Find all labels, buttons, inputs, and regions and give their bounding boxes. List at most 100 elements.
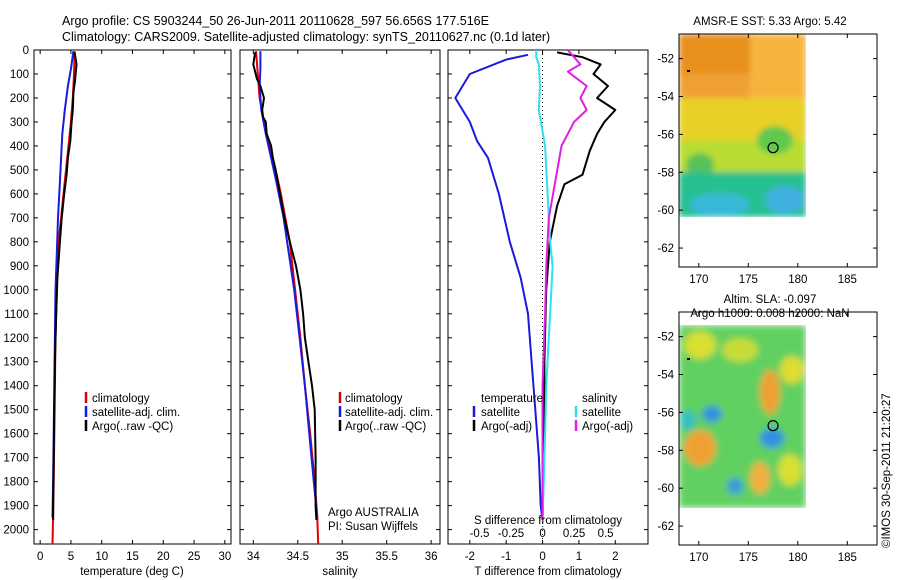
pressure-tick-labels: 0 100 200 300 400 500 600 700 800 900 1000 1100 1200…: [3, 45, 29, 537]
sla-map-ticks: [679, 312, 877, 545]
x-tick-label: 34.5: [287, 551, 309, 563]
pressure-tick-label: 2000: [3, 525, 29, 537]
series-line-0: [454, 53, 544, 521]
salinity-tick-labels: 34 34.5 35 35.5 36: [247, 551, 438, 563]
difference-legend: temperature salinity satellite Argo(-adj…: [472, 393, 633, 433]
x-tick-label: 20: [157, 551, 170, 563]
pressure-tick-label: 200: [10, 93, 29, 105]
pressure-tick-label: 1900: [3, 501, 29, 513]
sst-map-panel: AMSR-E SST: 5.33 Argo: 5.42 170 175 180 185…: [657, 16, 878, 286]
pressure-tick-label: 800: [10, 237, 29, 249]
x-tick-label: 30: [218, 551, 231, 563]
x-tick-label: 10: [95, 551, 108, 563]
salinity-axis-ticks: [240, 49, 440, 544]
legend-label-satellite: satellite-adj. clim.: [92, 407, 180, 419]
pressure-tick-label: 1000: [3, 285, 29, 297]
sst-region-lightorange: [750, 34, 806, 104]
lat-tick-label: -54: [657, 370, 674, 382]
sla-blue-c: [727, 478, 743, 494]
x-tick-label: 25: [188, 551, 201, 563]
temperature-panel: 0100200300400500600700800900100011001200…: [3, 45, 232, 578]
lat-tick-label: -60: [657, 205, 674, 217]
salinity-difference-tick-labels: -0.5-0.2500.250.5: [470, 528, 614, 540]
legend-label-climatology: climatology: [345, 393, 403, 405]
pressure-tick-label: 600: [10, 189, 29, 201]
lat-tick-label: -54: [657, 92, 674, 104]
figure-title-line1: Argo profile: CS 5903244_50 26-Jun-2011 …: [62, 14, 489, 28]
lon-tick-label: 175: [739, 274, 758, 286]
x-tick-label: 1: [576, 551, 582, 563]
sla-cyan-a: [680, 410, 696, 430]
lat-tick-label: -52: [657, 332, 674, 344]
sst-patch-cyan2: [765, 186, 805, 214]
pressure-tick-label: 300: [10, 117, 29, 129]
series-line-2: [252, 52, 318, 521]
x-tick-label: 35.5: [375, 551, 397, 563]
difference-series: [454, 49, 617, 521]
sla-blue-a: [702, 406, 722, 422]
temperature-legend: climatology satellite-adj. clim. Argo(..…: [84, 392, 180, 433]
legend-title-salinity: salinity: [582, 393, 617, 405]
sst-lon-labels: 170 175 180 185: [689, 274, 857, 286]
pressure-tick-label: 1300: [3, 357, 29, 369]
legend-label-climatology: climatology: [92, 393, 150, 405]
salinity-plot-frame: [239, 49, 441, 545]
salinity-diff-tick-label: -0.5: [470, 528, 490, 540]
x-tick-label: 34: [247, 551, 260, 563]
x-tick-label: -2: [465, 551, 475, 563]
lon-tick-label: 180: [788, 274, 807, 286]
lat-tick-label: -60: [657, 483, 674, 495]
salinity-diff-tick-label: 0.25: [563, 528, 585, 540]
sla-orange-b: [684, 430, 716, 466]
land-speck: [687, 358, 690, 360]
difference-plot-frame: [447, 49, 649, 545]
lat-tick-label: -58: [657, 167, 674, 179]
sla-yellow-d: [778, 454, 802, 486]
pressure-tick-label: 1600: [3, 429, 29, 441]
argo-float-marker: [767, 142, 779, 154]
sla-lon-labels: 170 175 180 185: [689, 552, 857, 564]
sla-orange-c: [750, 462, 770, 494]
x-tick-label: 0: [539, 551, 545, 563]
pressure-tick-label: 1700: [3, 453, 29, 465]
salinity-diff-tick-label: -0.25: [498, 528, 524, 540]
x-tick-label: -1: [501, 551, 511, 563]
sla-map-panel: Altim. SLA: -0.097 Argo h1000: 0.008 h20…: [657, 294, 878, 564]
sla-blue-b: [760, 428, 784, 448]
sst-lat-labels: -52 -54 -56 -58 -60 -62: [657, 54, 674, 255]
legend-label-argo: Argo(..raw -QC): [92, 421, 173, 433]
salinity-series: [252, 51, 320, 545]
pressure-tick-label: 700: [10, 213, 29, 225]
legend-label-sal-argo: Argo(-adj): [582, 421, 633, 433]
difference-xlabel: T difference from climatology: [474, 566, 621, 578]
figure-title-line2: Climatology: CARS2009. Satellite-adjuste…: [62, 30, 550, 44]
salinity-diff-tick-label: 0.5: [598, 528, 614, 540]
legend-label-argo: Argo(..raw -QC): [345, 421, 426, 433]
float-info-line2: PI: Susan Wijffels: [328, 521, 418, 533]
sla-field: [679, 325, 806, 508]
series-line-3: [541, 49, 588, 520]
temperature-xlabel: temperature (deg C): [80, 566, 184, 578]
salinity-panel: 34 34.5 35 35.5 36 salinity climatology sate…: [239, 49, 441, 578]
legend-label-satellite: satellite-adj. clim.: [345, 407, 433, 419]
pressure-tick-label: 400: [10, 141, 29, 153]
x-tick-label: 0: [37, 551, 43, 563]
sla-map-title-line1: Altim. SLA: -0.097: [724, 294, 817, 306]
series-line-1: [258, 51, 319, 518]
sst-patch-cyan: [690, 193, 750, 217]
series-line-2: [535, 50, 554, 521]
series-line-1: [541, 51, 617, 521]
difference-panel: -2 -1 0 1 2 -0.5 -0.25 0 0.25 0.5 S difference f…: [447, 49, 649, 578]
legend-label-temp-argo: Argo(-adj): [481, 421, 532, 433]
pressure-tick-label: 0: [23, 45, 29, 57]
sst-field: [679, 34, 806, 217]
temperature-series: [51, 51, 78, 545]
argo-float-marker: [767, 420, 779, 432]
lon-tick-label: 180: [788, 552, 807, 564]
sla-map-frame: [678, 311, 878, 546]
difference-top-label: S difference from climatology: [474, 515, 622, 527]
float-info-line1: Argo AUSTRALIA: [328, 507, 419, 519]
pressure-tick-label: 1200: [3, 333, 29, 345]
sst-patch-green: [757, 126, 793, 154]
